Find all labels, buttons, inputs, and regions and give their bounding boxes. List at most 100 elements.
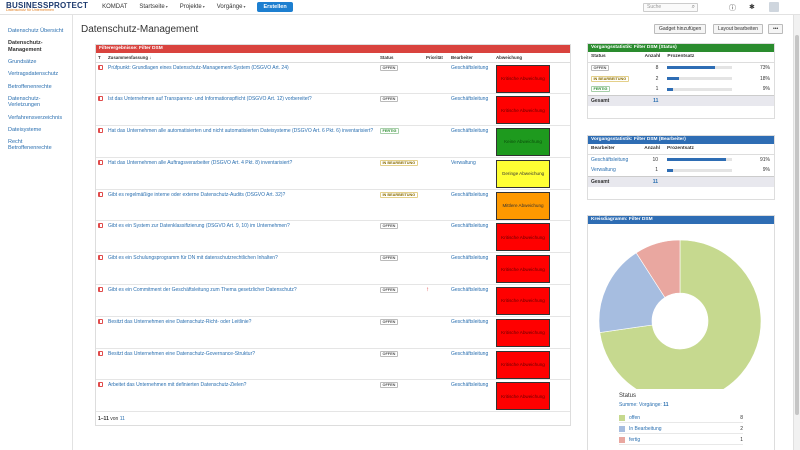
col-summary[interactable]: Zusammenfassung ↓ <box>106 53 378 63</box>
chevron-down-icon: ▾ <box>243 4 246 9</box>
deviation-badge: Kritische Abweichung <box>496 382 550 411</box>
pager-total[interactable]: 11 <box>119 416 125 422</box>
sidebar-item-verletzungen[interactable]: Datenschutz-Verletzungen <box>8 95 41 109</box>
avatar[interactable] <box>769 2 779 12</box>
table-row[interactable]: Arbeitet das Unternehmen mit definierten… <box>96 379 570 413</box>
search-input[interactable]: Suche ⌕ <box>643 3 698 12</box>
table-row[interactable]: Gibt es regelmäßige interne oder externe… <box>96 189 570 222</box>
table-row[interactable]: Ist das Unternehmen auf Transparenz- und… <box>96 93 570 127</box>
status-cell: OFFEN <box>378 220 424 254</box>
bug-icon <box>98 255 103 261</box>
sidebar-item-management[interactable]: Datenschutz-Management <box>8 40 43 53</box>
nav-startseite[interactable]: Startseite▾ <box>139 4 167 10</box>
stats-row: IN BEARBEITUNG 2 18% <box>588 73 774 84</box>
assignee-link[interactable]: Geschäftsleitung <box>449 189 494 222</box>
sidebar-item-betroffenenrechte[interactable]: Betroffenenrechte <box>8 83 52 90</box>
assignee-link[interactable]: Geschäftsleitung <box>449 220 494 254</box>
summary-link[interactable]: Hat das Unternehmen alle Auftragsverarbe… <box>106 157 378 190</box>
help-icon[interactable]: ⓘ <box>729 5 736 12</box>
summary-link[interactable]: Prüfpunkt: Grundlagen eines Datenschutz-… <box>106 62 378 95</box>
status-badge: OFFEN <box>380 318 398 325</box>
sidebar-item-vertragsdatenschutz[interactable]: Vertragsdatenschutz <box>8 71 59 78</box>
sidebar-item-grundsaetze[interactable]: Grundsätze <box>8 58 37 65</box>
create-button[interactable]: Erstellen <box>257 2 293 12</box>
assignee-link[interactable]: Geschäftsleitung <box>449 62 494 95</box>
summary-link[interactable]: Gibt es ein Schulungsprogramm für DN mit… <box>106 252 378 286</box>
status-stats-panel: Vorgangsstatistik: Filter DSM (Status) S… <box>587 43 775 119</box>
table-row[interactable]: Besitzt das Unternehmen eine Datenschutz… <box>96 316 570 349</box>
count-cell: 1 <box>655 167 658 174</box>
legend-item[interactable]: fertig 1 <box>619 435 743 445</box>
nav-projekte-label: Projekte <box>179 4 202 10</box>
status-badge[interactable]: FERTIG <box>591 86 610 93</box>
status-badge[interactable]: IN BEARBEITUNG <box>591 75 629 82</box>
col-deviation[interactable]: Abweichung <box>494 53 570 63</box>
add-gadget-button[interactable]: Gadget hinzufügen <box>654 24 707 34</box>
page-scrollbar[interactable] <box>793 15 800 450</box>
nav-komdat[interactable]: KOMDAT <box>102 4 128 10</box>
issue-type-cell <box>96 316 106 349</box>
col-status[interactable]: Status <box>378 53 424 63</box>
table-row[interactable]: Gibt es ein System zur Datenklassifizier… <box>96 220 570 254</box>
summary-link[interactable]: Hat das Unternehmen alle automatisierten… <box>106 125 378 158</box>
legend-sum-label: Summe: Vorgänge: <box>619 402 662 408</box>
search-placeholder: Suche <box>647 4 662 10</box>
legend-item[interactable]: offen 8 <box>619 413 743 423</box>
sidebar-item-verfahrensverzeichnis[interactable]: Verfahrensverzeichnis <box>8 114 63 121</box>
legend-item[interactable]: In Bearbeitung 2 <box>619 424 743 434</box>
summary-link[interactable]: Ist das Unternehmen auf Transparenz- und… <box>106 93 378 127</box>
assignee-link[interactable]: Verwaltung <box>449 157 494 190</box>
table-row[interactable]: Prüfpunkt: Grundlagen eines Datenschutz-… <box>96 62 570 95</box>
nav-projekte[interactable]: Projekte▾ <box>180 4 205 10</box>
assignee-link[interactable]: Geschäftsleitung <box>449 348 494 381</box>
pie-slice-in-bearbeitung[interactable] <box>598 252 666 333</box>
nav-vorgaenge[interactable]: Vorgänge▾ <box>217 4 246 10</box>
legend-swatch <box>619 414 625 421</box>
pager-of: von <box>110 416 119 422</box>
status-cell: IN BEARBEITUNG <box>588 73 642 84</box>
total-count[interactable]: 11 <box>641 94 665 106</box>
assignee-link[interactable]: Verwaltung <box>591 167 616 174</box>
summary-link[interactable]: Gibt es regelmäßige interne oder externe… <box>106 189 378 222</box>
summary-link[interactable]: Besitzt das Unternehmen eine Datenschutz… <box>106 316 378 349</box>
col-summary-label: Zusammenfassung <box>108 54 149 60</box>
status-badge[interactable]: OFFEN <box>591 64 609 71</box>
assignee-link[interactable]: Geschäftsleitung <box>449 316 494 349</box>
page-title: Datenschutz-Management <box>81 24 199 35</box>
pie-slice-offen[interactable] <box>599 239 762 403</box>
summary-link[interactable]: Besitzt das Unternehmen eine Datenschutz… <box>106 348 378 381</box>
scrollbar-thumb[interactable] <box>795 35 799 415</box>
search-icon: ⌕ <box>691 4 695 10</box>
deviation-cell: Kritische Abweichung <box>494 316 570 349</box>
percent-bar-fill <box>667 66 715 70</box>
assignee-link[interactable]: Geschäftsleitung <box>449 125 494 158</box>
more-options-button[interactable]: ••• <box>768 24 784 34</box>
pie-slice-fertig[interactable] <box>635 239 681 298</box>
edit-layout-button[interactable]: Layout bearbeiten <box>713 24 764 34</box>
table-row[interactable]: Hat das Unternehmen alle Auftragsverarbe… <box>96 157 570 190</box>
table-row[interactable]: Gibt es ein Commitment der Geschäftsleit… <box>96 284 570 317</box>
assignee-link[interactable]: Geschäftsleitung <box>449 93 494 127</box>
sidebar-item-uebersicht[interactable]: Datenschutz Übersicht <box>8 28 64 34</box>
sidebar-item-dateisysteme[interactable]: Dateisysteme <box>8 126 42 133</box>
filter-results-table: T Zusammenfassung ↓ Status Priorität Bea… <box>96 53 570 413</box>
col-priority[interactable]: Priorität <box>424 53 449 63</box>
gear-icon[interactable]: ✱ <box>749 4 755 11</box>
summary-link[interactable]: Arbeitet das Unternehmen mit definierten… <box>106 379 378 413</box>
col-type[interactable]: T <box>96 53 106 63</box>
table-row[interactable]: Hat das Unternehmen alle automatisierten… <box>96 125 570 158</box>
assignee-link[interactable]: Geschäftsleitung <box>591 156 629 163</box>
brand-name-part2: PROTECT <box>48 0 89 10</box>
assignee-link[interactable]: Geschäftsleitung <box>449 284 494 317</box>
summary-link[interactable]: Gibt es ein Commitment der Geschäftsleit… <box>106 284 378 317</box>
brand-logo[interactable]: BUSINESSPROTECT Datenschutz für Unterneh… <box>6 0 89 13</box>
total-count[interactable]: 11 <box>641 175 664 187</box>
table-row[interactable]: Besitzt das Unternehmen eine Datenschutz… <box>96 348 570 381</box>
table-row[interactable]: Gibt es ein Schulungsprogramm für DN mit… <box>96 252 570 286</box>
assignee-stats-panel: Vorgangsstatistik: Filter DSM (Bearbeite… <box>587 135 775 200</box>
col-assignee[interactable]: Bearbeiter <box>449 53 494 63</box>
sidebar-item-recht[interactable]: Recht Betroffenenrechte <box>8 139 52 152</box>
assignee-link[interactable]: Geschäftsleitung <box>449 252 494 286</box>
summary-link[interactable]: Gibt es ein System zur Datenklassifizier… <box>106 220 378 254</box>
assignee-link[interactable]: Geschäftsleitung <box>449 379 494 413</box>
